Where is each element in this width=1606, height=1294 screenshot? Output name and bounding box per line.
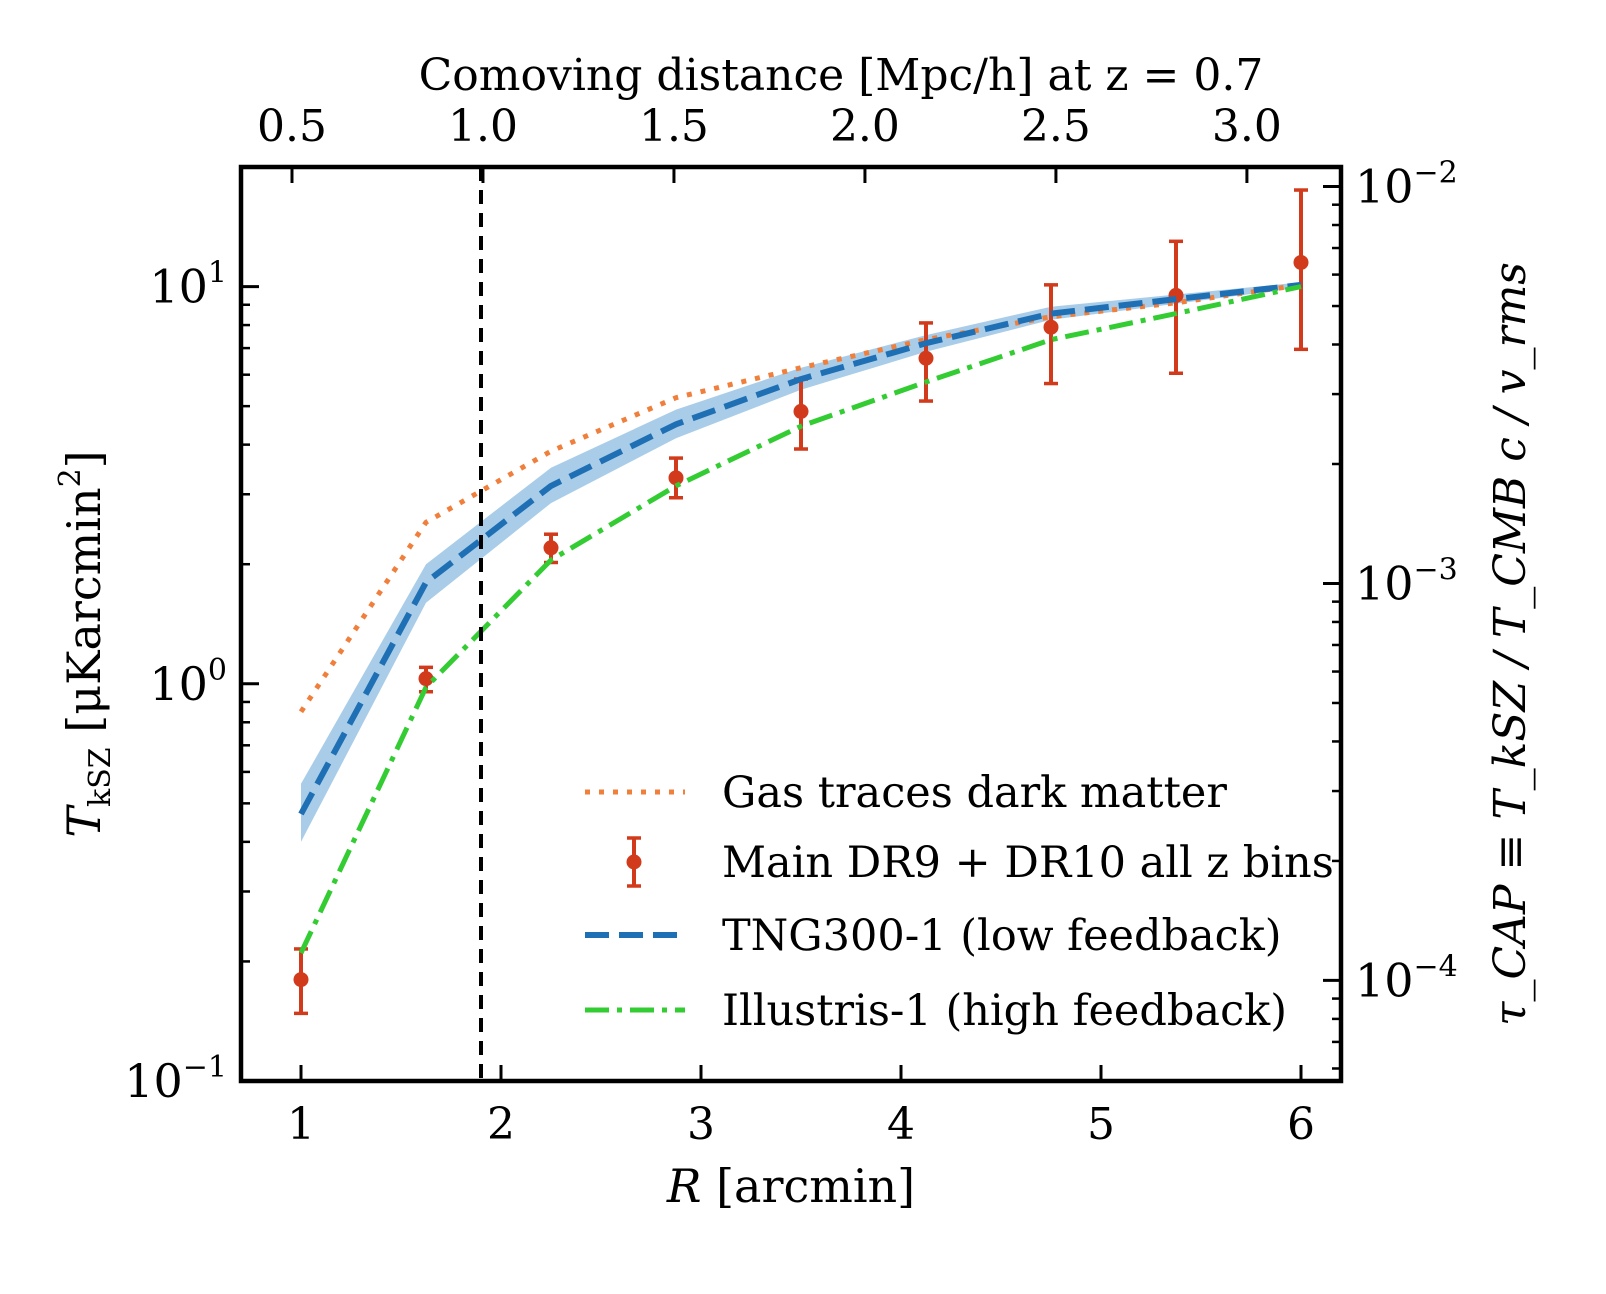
data-point-3 xyxy=(668,470,684,486)
x-tick-label: 3 xyxy=(687,1099,715,1150)
data-point-2 xyxy=(543,540,559,556)
top-tick-label: 1.5 xyxy=(639,101,709,152)
series-line-dotted xyxy=(298,282,1302,714)
top-axis-label: Comoving distance [Mpc/h] at z = 0.7 xyxy=(419,50,1264,101)
legend-errorbar-marker xyxy=(626,854,642,870)
series-line-dashdot xyxy=(298,284,1302,955)
data-point-1 xyxy=(418,671,434,687)
ticks-layer: 1 2 3 4 5 6 0.5 1.0 1.5 2.0 2.5 3.0 101 100 10−1 10−2 10… xyxy=(124,101,1458,1150)
series-line-dashed xyxy=(298,281,1302,816)
legend-label: Illustris-1 (high feedback) xyxy=(722,986,1287,1036)
y2-tick-label-1: 10−3 xyxy=(1355,552,1458,610)
y-tick-label-2: 10−1 xyxy=(124,1050,227,1108)
legend-label: Gas traces dark matter xyxy=(722,768,1227,818)
data-point-8 xyxy=(1293,254,1309,270)
y2-tick-label-0: 10−2 xyxy=(1355,156,1458,214)
y2-tick-label-2: 10−4 xyxy=(1355,949,1458,1007)
series-layer xyxy=(293,188,1309,1016)
x-tick-label: 6 xyxy=(1287,1099,1315,1150)
top-tick-label: 1.0 xyxy=(448,101,518,152)
data-point-6 xyxy=(1043,319,1059,335)
y-tick-label-0: 101 xyxy=(149,256,227,314)
plot-frame xyxy=(238,164,1344,1084)
legend-label: TNG300-1 (low feedback) xyxy=(722,911,1282,961)
y-tick-label-1: 100 xyxy=(149,653,227,711)
x-tick-label: 1 xyxy=(287,1099,315,1150)
data-point-0 xyxy=(293,972,309,988)
data-point-4 xyxy=(793,403,809,419)
top-tick-label: 2.5 xyxy=(1021,101,1091,152)
data-point-5 xyxy=(918,350,934,366)
x-tick-label: 5 xyxy=(1087,1099,1115,1150)
top-tick-label: 3.0 xyxy=(1212,101,1282,152)
x-tick-label: 4 xyxy=(887,1099,915,1150)
top-tick-label: 0.5 xyxy=(257,101,327,152)
x-axis-label: R [arcmin] xyxy=(666,1159,915,1213)
x-tick-label: 2 xyxy=(487,1099,515,1150)
labels-layer: R [arcmin] Comoving distance [Mpc/h] at z… xyxy=(53,50,1536,1213)
y-axis-label: TkSZ [μKarcmin2] xyxy=(53,450,118,837)
top-tick-label: 2.0 xyxy=(830,101,900,152)
legend-label: Main DR9 + DR10 all z bins xyxy=(722,838,1334,888)
axes-layer xyxy=(238,164,1344,1084)
y2-axis-label: τ_CAP ≡ T_kSZ / T_CMB c / v_rms xyxy=(1485,262,1536,1026)
legend: Gas traces dark matter Main DR9 + DR10 al… xyxy=(585,768,1334,1036)
